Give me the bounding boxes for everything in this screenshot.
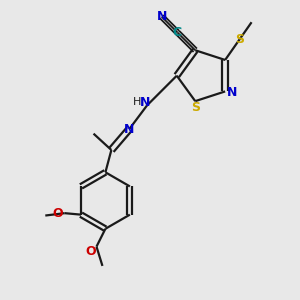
Text: H: H: [132, 98, 141, 107]
Text: O: O: [86, 244, 97, 258]
Text: N: N: [140, 96, 150, 109]
Text: N: N: [124, 123, 134, 136]
Text: S: S: [235, 33, 244, 46]
Text: N: N: [226, 86, 237, 99]
Text: C: C: [173, 26, 182, 39]
Text: O: O: [53, 207, 63, 220]
Text: N: N: [156, 10, 167, 23]
Text: S: S: [191, 101, 200, 114]
